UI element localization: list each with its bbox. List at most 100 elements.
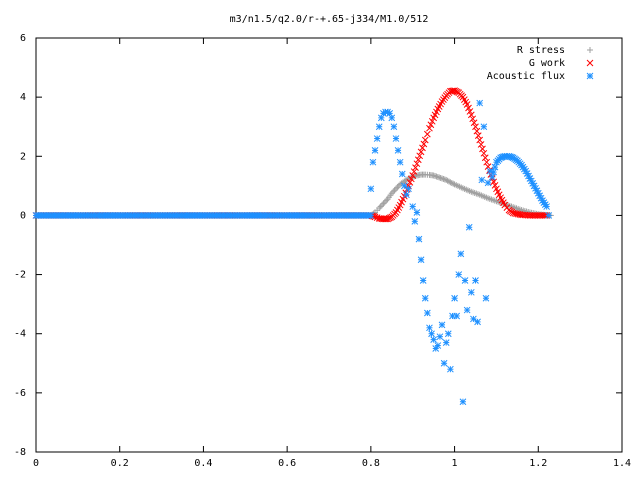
x-tick-label: 0.4 [194, 458, 212, 469]
data-point [483, 158, 491, 166]
y-tick-label: 6 [20, 33, 26, 44]
data-point [447, 365, 454, 373]
data-point [407, 175, 415, 183]
data-point [467, 288, 475, 296]
data-point [434, 342, 442, 349]
data-point [442, 339, 450, 346]
data-point [413, 160, 421, 168]
y-tick-label: -8 [14, 447, 26, 458]
y-tick-label: 2 [20, 151, 26, 162]
data-point [488, 173, 496, 181]
data-point [412, 164, 419, 171]
y-tick-label: -2 [14, 270, 26, 281]
data-point [400, 182, 408, 190]
data-point [479, 145, 486, 153]
data-point [371, 147, 379, 154]
data-point [472, 277, 479, 284]
data-point [474, 318, 481, 326]
data-point [388, 114, 396, 122]
data-point [415, 235, 423, 243]
data-point [476, 136, 484, 144]
y-tick-label: -6 [14, 388, 26, 399]
data-point [369, 158, 377, 166]
data-point [470, 119, 478, 127]
data-point [414, 156, 422, 164]
data-point [430, 336, 437, 343]
data-point [474, 132, 482, 139]
legend-label: R stress [517, 45, 565, 56]
data-point [373, 135, 381, 142]
data-point [417, 148, 425, 156]
x-tick-label: 1.4 [613, 458, 631, 469]
legend-marker [586, 72, 594, 80]
data-point [375, 123, 383, 131]
data-point [449, 87, 457, 95]
data-point [473, 127, 481, 135]
data-point [388, 190, 395, 197]
data-point [409, 203, 417, 210]
data-point [448, 179, 455, 186]
x-tick-label: 0 [33, 458, 39, 469]
data-point [381, 199, 388, 206]
data-point [467, 111, 475, 119]
chart-title: m3/n1.5/q2.0/r-+.65-j334/M1.0/512 [230, 14, 429, 25]
x-tick-label: 1 [452, 458, 458, 469]
legend-label: Acoustic flux [487, 71, 565, 82]
data-point [421, 294, 429, 302]
data-point [490, 168, 497, 176]
data-point [398, 170, 406, 178]
data-point [417, 256, 425, 264]
data-point [394, 147, 402, 154]
data-point [426, 324, 433, 332]
data-point [482, 294, 490, 302]
data-point [367, 212, 375, 219]
x-tick-label: 0.2 [111, 458, 129, 469]
data-point [419, 144, 426, 152]
data-point [421, 136, 429, 144]
x-tick-label: 1.2 [529, 458, 547, 469]
data-point [428, 330, 435, 338]
data-point [436, 333, 444, 341]
data-point [451, 294, 458, 302]
data-point [465, 104, 472, 112]
legend-marker [587, 47, 593, 53]
data-point [410, 168, 418, 175]
x-tick-label: 0.6 [278, 458, 296, 469]
data-point [463, 306, 471, 314]
series-g-work [32, 87, 551, 223]
data-point [466, 108, 474, 115]
data-point [484, 179, 492, 187]
data-point [371, 213, 379, 221]
data-point [383, 197, 390, 204]
data-point [545, 212, 553, 219]
y-tick-label: 0 [20, 210, 26, 221]
data-point [491, 182, 499, 189]
data-point [476, 99, 484, 107]
data-point [543, 203, 551, 210]
data-point [428, 117, 436, 125]
data-point [424, 130, 431, 138]
data-point [413, 209, 421, 216]
data-point [472, 123, 479, 131]
data-point [367, 185, 375, 193]
data-point [411, 217, 419, 225]
data-point [491, 163, 499, 171]
x-tick-label: 0.8 [362, 458, 380, 469]
data-point [406, 179, 414, 186]
data-point [390, 123, 398, 131]
y-tick-label: -4 [14, 329, 26, 340]
data-point [463, 101, 471, 108]
data-point [416, 152, 424, 160]
data-point [459, 398, 467, 406]
data-point [377, 203, 384, 210]
data-point [390, 188, 397, 195]
series-acoustic-flux [32, 99, 553, 406]
data-point [420, 140, 428, 148]
legend-marker [586, 59, 594, 67]
series-layer [32, 87, 554, 406]
series-r-stress [33, 171, 554, 219]
data-point [427, 121, 435, 129]
data-point [380, 200, 387, 207]
data-point [444, 330, 452, 338]
data-point [396, 158, 404, 166]
